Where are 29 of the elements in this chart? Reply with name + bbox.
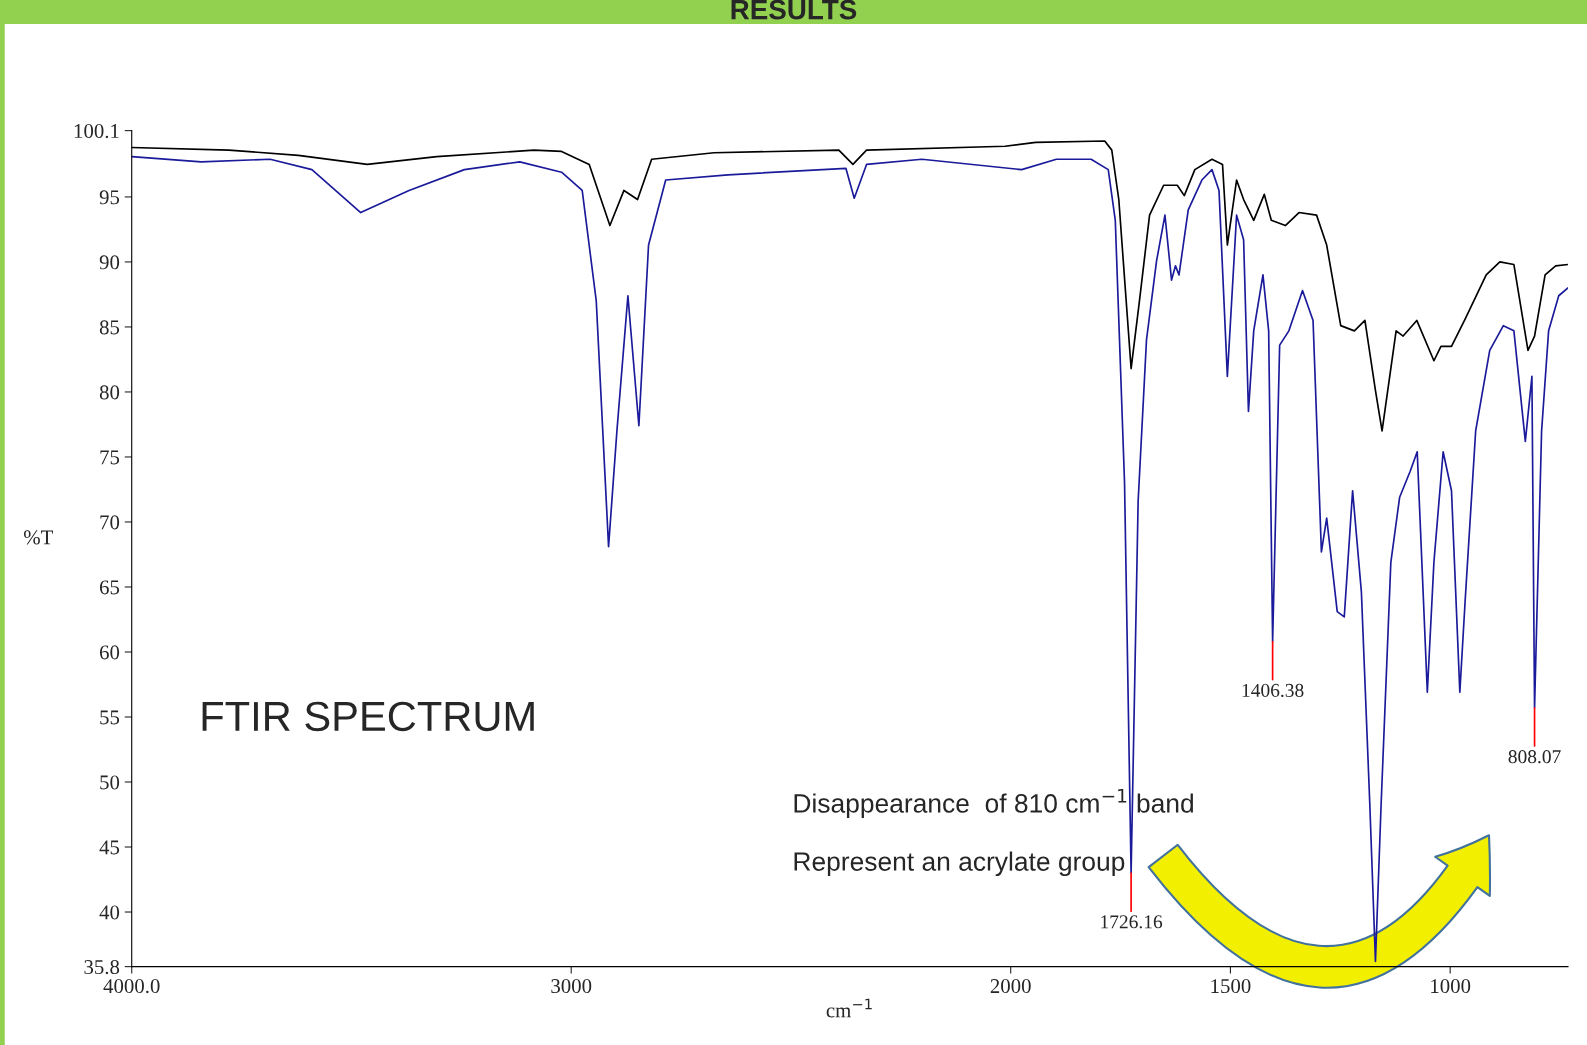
- annotation: 1406.38: [1242, 683, 1304, 698]
- y-tick-label: 95: [99, 190, 120, 205]
- y-tick-label: 90: [99, 255, 120, 270]
- annotation: Represent an acrylate group: [794, 851, 1125, 877]
- y-tick-label: 40: [99, 905, 120, 920]
- annotation: 808.07: [1508, 750, 1561, 764]
- x-tick-label: 2000: [990, 979, 1031, 994]
- x-tick-label: 3000: [551, 979, 592, 994]
- line-series: [131, 155, 1568, 963]
- y-tick-label: 80: [99, 385, 120, 400]
- x-tick-label: 4000.0: [103, 979, 160, 994]
- y-tick-label: 70: [100, 515, 120, 530]
- y-tick-label: 55: [100, 710, 120, 725]
- y-tick-label: 50: [100, 775, 120, 790]
- y-tick-label: 85: [99, 320, 120, 335]
- y-tick-label: 65: [99, 580, 120, 595]
- y-tick-label: 35.8: [84, 960, 120, 975]
- x-tick-label: 1500: [1211, 979, 1251, 994]
- y-tick-label: 45: [99, 840, 120, 855]
- annotation: Disappearance of 810 cm$^{−1}$ band: [794, 788, 1193, 818]
- chart-title: RESULTS: [731, 0, 857, 20]
- y-tick-label: 60: [99, 645, 120, 660]
- y-axis-title: %T: [23, 530, 54, 545]
- y-tick-label: 75: [100, 450, 120, 465]
- x-tick-label: 1000: [1431, 979, 1471, 994]
- annotation: 1726.16: [1101, 915, 1163, 929]
- y-tick-label: 100.1: [74, 124, 119, 139]
- annotation: FTIR SPECTRUM: [202, 701, 534, 732]
- x-axis-title: cm$^{−1}$: [826, 998, 872, 1018]
